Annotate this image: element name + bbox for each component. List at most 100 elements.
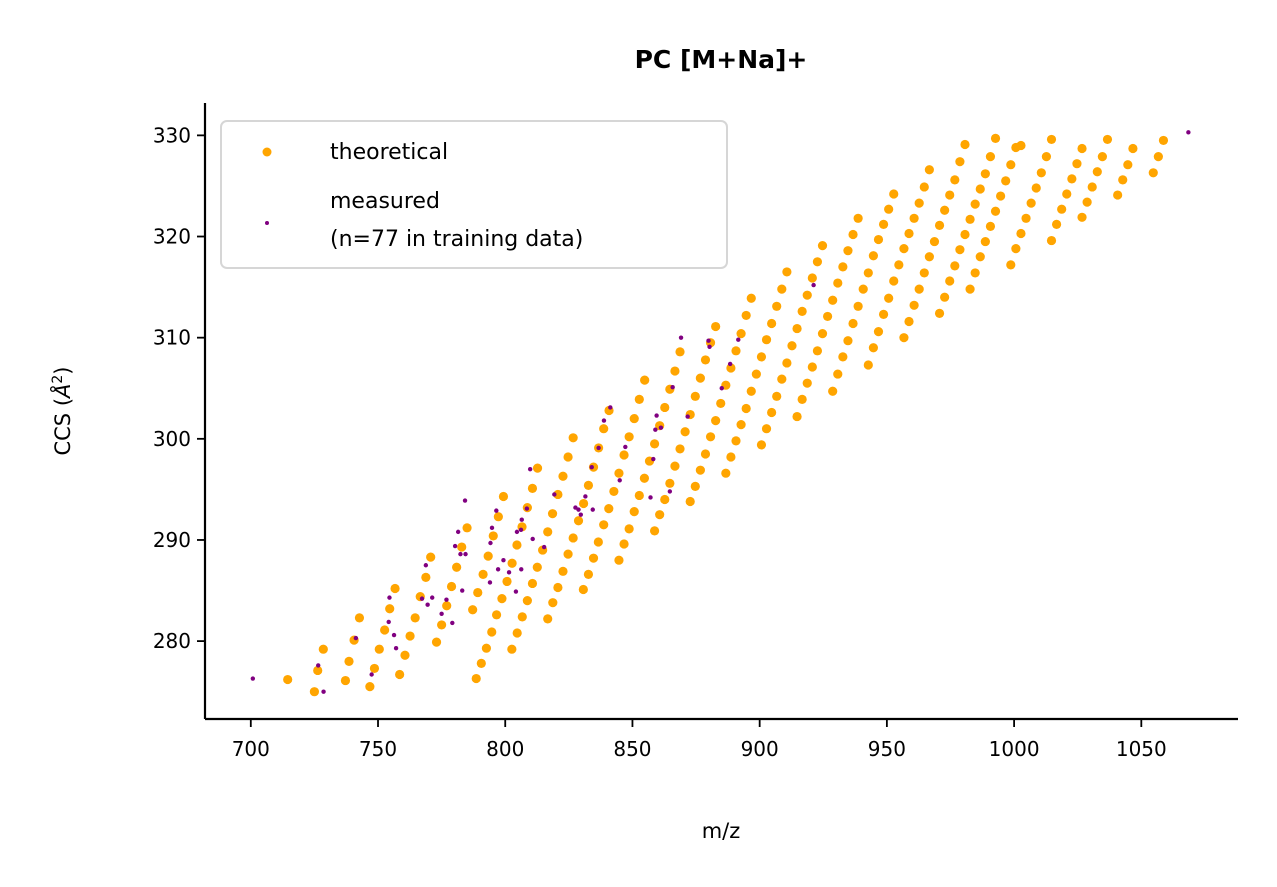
theoretical-point bbox=[833, 369, 843, 379]
measured-point bbox=[353, 635, 359, 641]
measured-point bbox=[530, 536, 535, 542]
theoretical-point bbox=[553, 582, 563, 593]
measured-point bbox=[514, 529, 520, 535]
theoretical-point bbox=[772, 391, 782, 401]
theoretical-point bbox=[543, 527, 553, 537]
theoretical-point bbox=[1148, 168, 1158, 178]
theoretical-point bbox=[385, 604, 395, 614]
theoretical-point bbox=[817, 329, 828, 339]
theoretical-point bbox=[980, 236, 990, 247]
measured-point bbox=[678, 335, 684, 340]
theoretical-point bbox=[493, 512, 503, 522]
legend-marker-measured bbox=[265, 221, 269, 225]
theoretical-point bbox=[685, 496, 695, 507]
theoretical-point bbox=[1092, 167, 1102, 177]
theoretical-point bbox=[868, 251, 878, 261]
theoretical-point bbox=[487, 627, 497, 637]
theoretical-point bbox=[512, 628, 522, 638]
theoretical-point bbox=[553, 489, 563, 500]
theoretical-point bbox=[527, 483, 538, 493]
theoretical-point bbox=[756, 440, 767, 450]
x-tick-label: 1050 bbox=[1116, 737, 1167, 761]
measured-point bbox=[706, 338, 711, 343]
theoretical-point bbox=[431, 637, 442, 647]
theoretical-point bbox=[468, 605, 478, 615]
theoretical-point bbox=[478, 569, 488, 579]
theoretical-point bbox=[527, 578, 538, 589]
theoretical-point bbox=[909, 300, 919, 310]
legend-marker-theoretical bbox=[262, 147, 272, 157]
theoretical-point bbox=[1158, 135, 1169, 146]
measured-point bbox=[518, 527, 524, 533]
theoretical-point bbox=[1087, 182, 1097, 192]
theoretical-point bbox=[787, 341, 797, 351]
measured-point bbox=[452, 543, 458, 549]
theoretical-point bbox=[822, 311, 833, 322]
measured-point bbox=[653, 427, 658, 432]
measured-point bbox=[651, 456, 656, 462]
theoretical-point bbox=[792, 323, 802, 334]
theoretical-point bbox=[899, 333, 909, 343]
theoretical-point bbox=[512, 540, 522, 550]
theoretical-point bbox=[736, 420, 746, 430]
theoretical-point bbox=[700, 449, 711, 459]
theoretical-point bbox=[344, 656, 354, 666]
y-axis-ticks: 280 290 300 310 320 330 bbox=[153, 123, 205, 653]
theoretical-point bbox=[380, 625, 390, 635]
theoretical-point bbox=[1011, 244, 1021, 254]
theoretical-point bbox=[975, 252, 985, 262]
measured-point bbox=[524, 506, 530, 511]
theoretical-point bbox=[640, 375, 650, 385]
theoretical-point bbox=[452, 562, 462, 572]
theoretical-point bbox=[1051, 219, 1062, 229]
theoretical-point bbox=[655, 510, 665, 520]
theoretical-point bbox=[1113, 190, 1123, 200]
measured-point bbox=[450, 620, 455, 626]
theoretical-point bbox=[843, 246, 853, 256]
theoretical-point bbox=[716, 398, 726, 409]
theoretical-point bbox=[868, 343, 878, 353]
measured-point bbox=[1186, 130, 1191, 135]
measured-point bbox=[387, 595, 392, 600]
measured-point bbox=[386, 619, 391, 625]
measured-point bbox=[430, 595, 435, 600]
theoretical-point bbox=[437, 620, 447, 630]
theoretical-point bbox=[670, 366, 680, 376]
theoretical-point bbox=[614, 468, 624, 478]
theoretical-point bbox=[313, 665, 323, 676]
theoretical-point bbox=[1031, 183, 1041, 193]
measured-point bbox=[506, 570, 512, 575]
theoretical-point bbox=[919, 182, 929, 192]
measured-point bbox=[489, 525, 495, 531]
theoretical-point bbox=[421, 572, 431, 582]
theoretical-point bbox=[863, 360, 873, 370]
theoretical-point bbox=[578, 584, 588, 595]
theoretical-point bbox=[736, 329, 746, 339]
theoretical-point bbox=[751, 369, 761, 379]
theoretical-point bbox=[583, 480, 594, 490]
measured-point bbox=[513, 589, 519, 594]
measured-point bbox=[321, 689, 326, 694]
theoretical-point bbox=[497, 594, 507, 604]
theoretical-point bbox=[990, 133, 1001, 144]
legend-box bbox=[220, 120, 728, 269]
measured-point bbox=[494, 508, 499, 513]
theoretical-point bbox=[884, 204, 894, 214]
theoretical-point bbox=[955, 245, 965, 255]
measured-point bbox=[670, 385, 675, 390]
measured-point bbox=[578, 512, 583, 517]
legend: theoretical measured (n=77 in training d… bbox=[220, 120, 728, 269]
measured-point bbox=[419, 596, 425, 601]
theoretical-point bbox=[873, 234, 884, 245]
theoretical-point bbox=[365, 682, 375, 692]
measured-point bbox=[316, 663, 321, 668]
theoretical-point bbox=[649, 439, 660, 449]
measured-point bbox=[488, 540, 493, 546]
measured-point bbox=[727, 361, 733, 367]
theoretical-point bbox=[1118, 175, 1128, 185]
theoretical-point bbox=[624, 432, 634, 442]
measured-point bbox=[527, 466, 533, 472]
theoretical-point bbox=[878, 309, 889, 320]
theoretical-point bbox=[777, 284, 787, 294]
